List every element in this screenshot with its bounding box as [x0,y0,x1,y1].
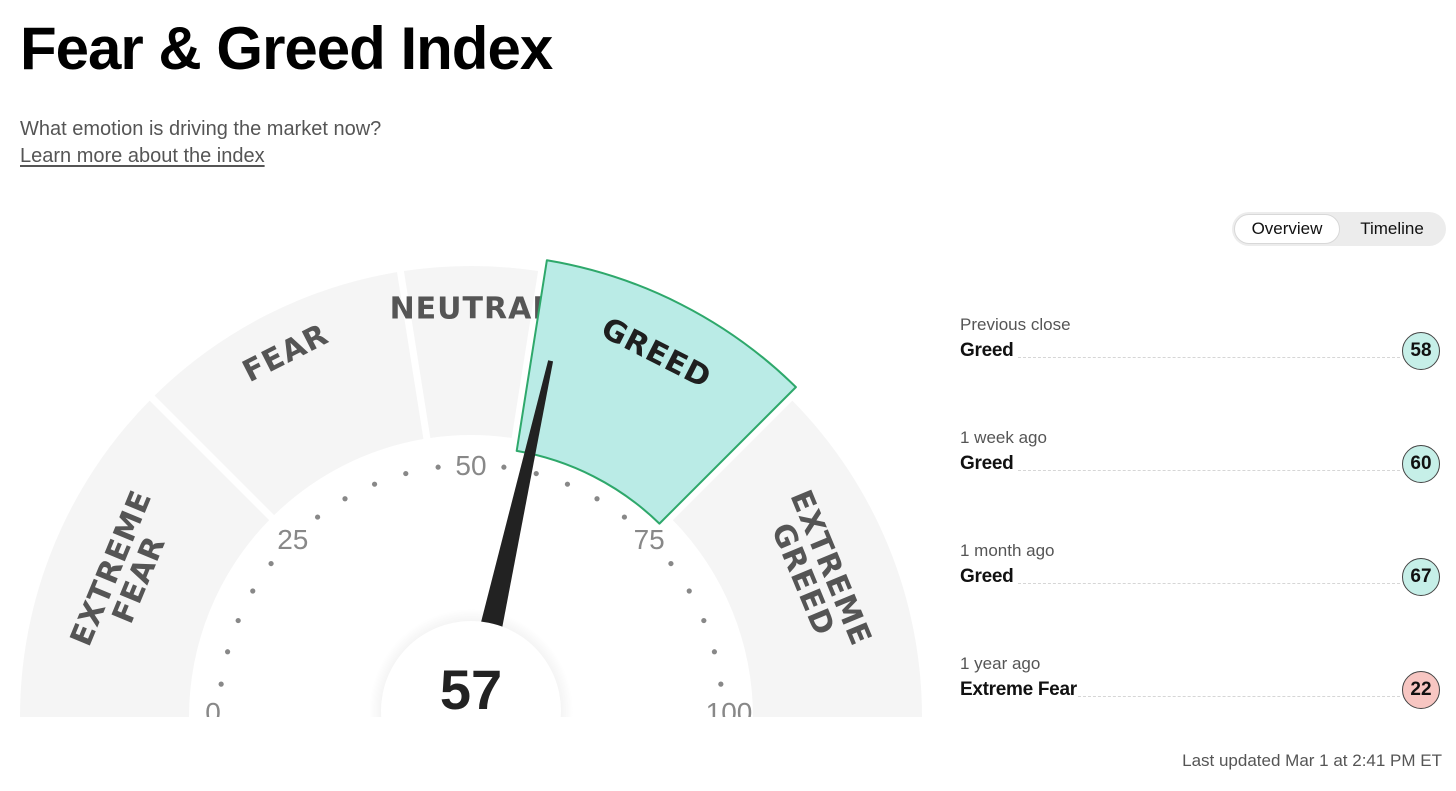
scale-dot [711,649,718,655]
history-when: 1 week ago [960,428,1047,447]
scale-tick-label: 50 [455,450,486,481]
learn-more-link[interactable]: Learn more about the index [20,145,265,167]
gauge-needle [480,360,554,630]
scale-dot [268,560,274,567]
history-item-previous-close: Previous close Greed 58 [960,315,1442,375]
scale-dot [224,649,231,655]
scale-dot [235,617,241,624]
gauge-segment-label: NEUTRAL [390,292,553,327]
history-rating: Greed [960,340,1014,361]
scale-dot [564,481,571,487]
history-rating: Extreme Fear [960,679,1077,700]
scale-dot [668,560,674,567]
gauge-segment-extreme-fear [20,400,270,717]
gauge-segment-extreme-greed [672,400,922,717]
history-divider [1018,583,1400,584]
history-when: Previous close [960,315,1071,334]
scale-tick-label: 25 [277,524,308,555]
fear-greed-gauge: EXTREMEFEARFEARNEUTRALGREEDEXTREMEGREED … [0,259,940,791]
history-when: 1 year ago [960,654,1041,673]
gauge-segment-neutral [403,266,539,438]
view-toggle: Overview Timeline [1232,212,1446,246]
scale-dot [718,681,724,687]
last-updated: Last updated Mar 1 at 2:41 PM ET [1182,751,1442,770]
gauge-segment-greed [515,259,797,525]
scale-dot [501,464,507,470]
scale-dot [533,470,539,477]
gauge-baseline-mask [0,717,940,791]
gauge-segment-fear [154,272,424,516]
history-item-1-week: 1 week ago Greed 60 [960,428,1442,488]
scale-tick-label: 75 [634,524,665,555]
page-title: Fear & Greed Index [20,15,553,82]
history-value-badge: 22 [1402,671,1440,709]
history-divider [1078,696,1400,697]
scale-dot [435,464,441,470]
scale-dot [701,617,707,624]
history-value-badge: 58 [1402,332,1440,370]
history-when: 1 month ago [960,541,1055,560]
scale-dot [218,681,224,687]
history-item-1-year: 1 year ago Extreme Fear 22 [960,654,1442,714]
scale-dot [250,588,256,594]
overview-tab[interactable]: Overview [1234,214,1340,244]
page-subtitle: What emotion is driving the market now? [20,118,382,140]
history-value-badge: 67 [1402,558,1440,596]
scale-dot [594,496,600,502]
scale-dot [686,588,692,594]
timeline-tab[interactable]: Timeline [1360,219,1424,238]
scale-dot [314,514,321,520]
scale-dot [403,470,409,477]
scale-dot [342,496,348,502]
history-item-1-month: 1 month ago Greed 67 [960,541,1442,601]
history-divider [1018,357,1400,358]
history-rating: Greed [960,453,1014,474]
scale-dot [621,514,628,520]
history-divider [1018,470,1400,471]
history-rating: Greed [960,566,1014,587]
scale-dot [371,481,378,487]
gauge-score: 57 [440,658,502,721]
history-value-badge: 60 [1402,445,1440,483]
